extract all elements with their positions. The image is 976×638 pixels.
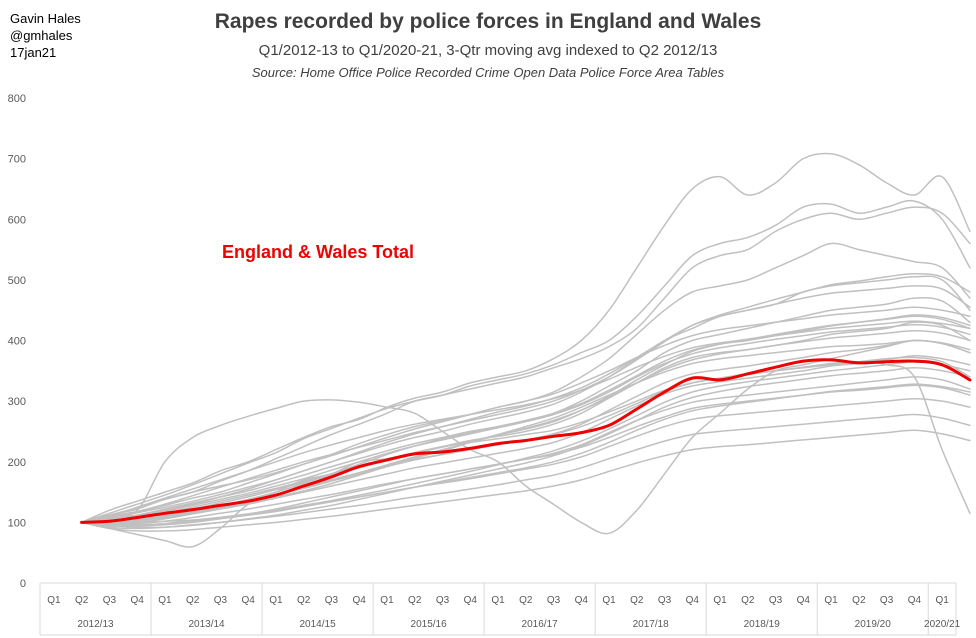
series-line-force (80, 321, 971, 524)
x-tick-quarter: Q2 (297, 595, 311, 606)
series-line-force (80, 199, 971, 524)
series-line-force (80, 354, 971, 525)
y-axis: 0 100 200 300 400 500 600 700 800 (8, 93, 26, 590)
x-tick-year: 2019/20 (855, 619, 892, 630)
x-tick-quarter: Q3 (769, 595, 783, 606)
x-tick-quarter: Q2 (519, 595, 533, 606)
x-tick-quarter: Q1 (158, 595, 172, 606)
x-axis: Q1 Q2 Q3 Q4 Q1 Q2 Q3 Q4 Q1 Q2 Q3 Q4 Q1 Q2 Q3 Q4 Q1 Q2 Q3 Q4… (39, 582, 961, 636)
y-tick-label: 600 (8, 214, 26, 226)
x-tick-quarter: Q3 (325, 595, 339, 606)
x-tick-quarter: Q4 (353, 595, 367, 606)
annotation-total: England & Wales Total (222, 242, 414, 262)
series-line-force (80, 206, 971, 524)
y-tick-label: 700 (8, 154, 26, 166)
y-tick-label: 200 (8, 457, 26, 469)
force-lines (80, 152, 972, 548)
x-tick-quarter: Q2 (408, 595, 422, 606)
x-tick-quarter: Q4 (908, 595, 922, 606)
x-tick-quarter: Q4 (797, 595, 811, 606)
series-line-force (80, 367, 971, 529)
x-tick-quarter: Q4 (242, 595, 256, 606)
y-tick-label: 500 (8, 275, 26, 287)
x-tick-quarter: Q1 (380, 595, 394, 606)
x-tick-year: 2012/13 (77, 619, 114, 630)
x-tick-quarter: Q1 (269, 595, 283, 606)
series-line-force (80, 306, 971, 524)
chart-subtitle: Q1/2012-13 to Q1/2020-21, 3-Qtr moving a… (258, 42, 718, 59)
x-tick-quarter: Q2 (75, 595, 89, 606)
x-tick-quarter: Q4 (130, 595, 144, 606)
x-tick-quarter: Q2 (630, 595, 644, 606)
x-tick-quarter: Q2 (852, 595, 866, 606)
x-tick-quarter: Q3 (880, 595, 894, 606)
series-line-force (80, 330, 971, 525)
x-tick-quarter: Q3 (214, 595, 228, 606)
series-line-force (80, 429, 971, 532)
x-tick-year: 2014/15 (299, 619, 336, 630)
chart-source: Source: Home Office Police Recorded Crim… (251, 65, 725, 80)
x-tick-quarter: Q1 (713, 595, 727, 606)
y-tick-label: 400 (8, 336, 26, 348)
x-tick-year: 2020/21 (924, 619, 961, 630)
x-tick-quarter: Q1 (602, 595, 616, 606)
x-tick-year: 2013/14 (188, 619, 225, 630)
x-tick-year: 2017/18 (633, 619, 670, 630)
author-handle: @gmhales (10, 28, 73, 43)
x-tick-quarter: Q1 (935, 595, 949, 606)
x-tick-quarter: Q1 (491, 595, 505, 606)
author-date: 17jan21 (10, 45, 57, 60)
y-tick-label: 300 (8, 396, 26, 408)
series-line-force (80, 384, 971, 526)
x-tick-quarter: Q3 (658, 595, 672, 606)
x-tick-quarter: Q2 (741, 595, 755, 606)
x-tick-quarter: Q3 (547, 595, 561, 606)
x-tick-quarter: Q1 (824, 595, 838, 606)
x-tick-quarter: Q4 (575, 595, 589, 606)
y-tick-label: 100 (8, 517, 26, 529)
x-tick-quarter: Q4 (686, 595, 700, 606)
author-credit: Gavin Hales @gmhales 17jan21 (10, 10, 81, 61)
series-line-force (80, 323, 971, 524)
series-line-force (80, 360, 971, 527)
y-tick-label: 800 (8, 93, 26, 105)
x-tick-quarter: Q1 (47, 595, 61, 606)
x-tick-year: 2015/16 (411, 619, 448, 630)
series-line-force (80, 285, 971, 524)
chart-title: Rapes recorded by police forces in Engla… (214, 10, 762, 33)
x-tick-quarter: Q4 (464, 595, 478, 606)
series-line-force (80, 320, 971, 524)
y-tick-label: 0 (20, 578, 26, 590)
author-name: Gavin Hales (10, 11, 81, 26)
series-line-force (80, 152, 971, 524)
x-tick-year: 2016/17 (522, 619, 559, 630)
x-tick-quarter: Q2 (186, 595, 200, 606)
x-tick-quarter: Q3 (103, 595, 117, 606)
x-tick-year: 2018/19 (744, 619, 781, 630)
x-tick-quarter: Q3 (436, 595, 450, 606)
series-line-total (80, 358, 972, 524)
